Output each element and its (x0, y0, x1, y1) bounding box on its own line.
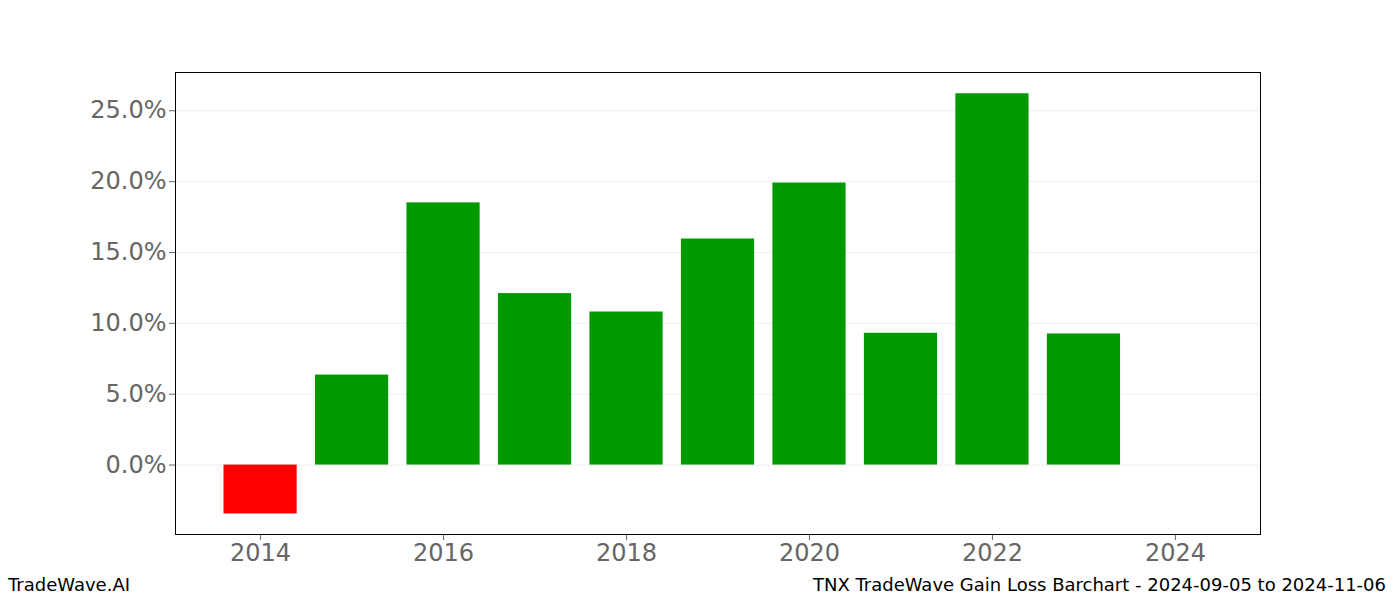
svg-text:15.0%: 15.0% (90, 238, 166, 266)
html-text:TNX TradeWave Gain Loss Barcha: TNX TradeWave Gain Loss Barchart - 2024-… (812, 574, 1386, 595)
svg-text:0.0%: 0.0% (106, 451, 167, 479)
svg-text:2018: 2018 (596, 539, 657, 567)
svg-text:10.0%: 10.0% (90, 309, 166, 337)
svg-text:2024: 2024 (1145, 539, 1206, 567)
svg-text:2022: 2022 (962, 539, 1023, 567)
svg-text:20.0%: 20.0% (90, 167, 166, 195)
html-text:TradeWave.AI: TradeWave.AI (8, 574, 130, 595)
svg-text:25.0%: 25.0% (90, 96, 166, 124)
svg-text:2020: 2020 (779, 539, 840, 567)
svg-text:2014: 2014 (230, 539, 291, 567)
svg-text:5.0%: 5.0% (106, 380, 167, 408)
svg-text:2016: 2016 (413, 539, 474, 567)
